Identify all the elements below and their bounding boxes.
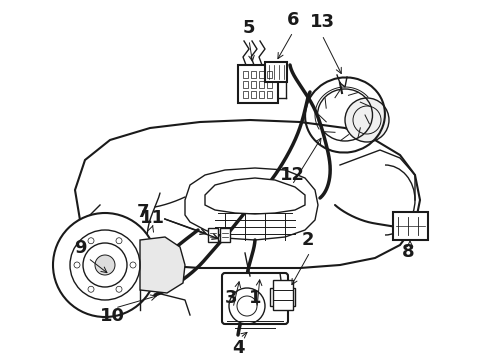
Bar — [251, 71, 256, 78]
Bar — [220, 228, 230, 242]
Text: 10: 10 — [99, 307, 124, 325]
Bar — [259, 81, 264, 88]
Text: 7: 7 — [137, 203, 149, 221]
Text: 3: 3 — [225, 289, 237, 307]
Polygon shape — [205, 178, 305, 214]
Circle shape — [116, 286, 122, 292]
Text: 2: 2 — [302, 231, 314, 249]
Text: 4: 4 — [232, 339, 244, 357]
Bar — [251, 81, 256, 88]
Text: 13: 13 — [310, 13, 335, 31]
Text: 8: 8 — [402, 243, 415, 261]
Bar — [265, 62, 287, 82]
Bar — [208, 228, 218, 242]
Bar — [259, 71, 264, 78]
Bar — [267, 81, 272, 88]
Bar — [243, 91, 248, 98]
Text: 11: 11 — [140, 209, 165, 227]
Circle shape — [116, 238, 122, 244]
Bar — [238, 65, 278, 103]
Text: 9: 9 — [74, 239, 86, 257]
Bar — [393, 212, 428, 240]
FancyBboxPatch shape — [222, 273, 288, 324]
Text: 1: 1 — [249, 289, 261, 307]
Circle shape — [88, 286, 94, 292]
Bar — [251, 91, 256, 98]
Bar — [267, 91, 272, 98]
Bar — [243, 71, 248, 78]
Text: 6: 6 — [287, 11, 299, 29]
Circle shape — [53, 213, 157, 317]
Bar — [267, 71, 272, 78]
Bar — [270, 288, 295, 306]
Text: 12: 12 — [279, 166, 304, 184]
Bar — [273, 280, 293, 310]
Circle shape — [345, 98, 389, 142]
Text: 5: 5 — [243, 19, 255, 37]
Bar — [259, 91, 264, 98]
Circle shape — [95, 255, 115, 275]
Polygon shape — [140, 237, 185, 293]
Circle shape — [88, 238, 94, 244]
Circle shape — [130, 262, 136, 268]
Bar — [243, 81, 248, 88]
Circle shape — [74, 262, 80, 268]
